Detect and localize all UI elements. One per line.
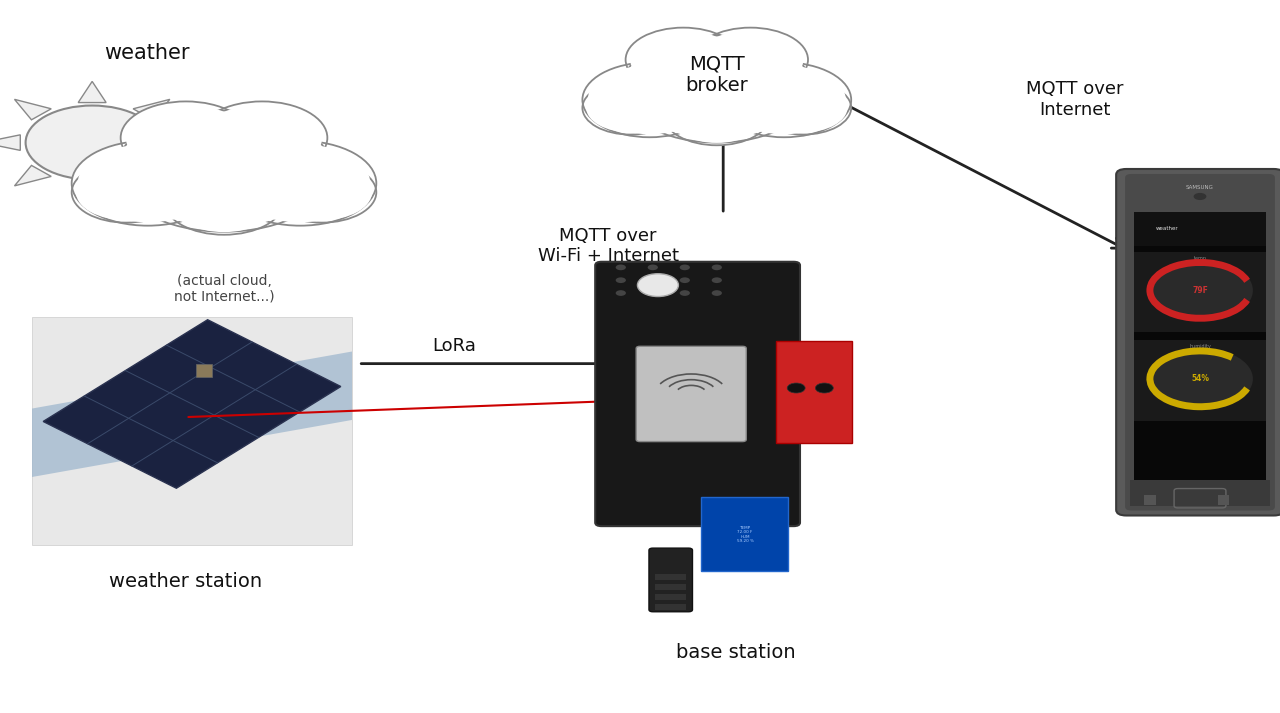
Circle shape (668, 89, 765, 143)
Text: weather: weather (1156, 227, 1179, 232)
Text: LoRa: LoRa (433, 337, 476, 355)
Polygon shape (78, 81, 106, 103)
Circle shape (712, 277, 722, 283)
Circle shape (664, 86, 769, 145)
Circle shape (616, 277, 626, 283)
Circle shape (271, 165, 372, 220)
Bar (1134, 212, 1266, 480)
Circle shape (680, 290, 690, 296)
Bar (655, 604, 686, 610)
Text: humidity: humidity (1189, 344, 1211, 349)
Circle shape (616, 290, 626, 296)
Bar (1217, 495, 1230, 505)
Circle shape (637, 274, 678, 297)
Circle shape (787, 383, 805, 393)
Bar (655, 584, 686, 590)
Circle shape (72, 141, 224, 225)
Circle shape (712, 265, 722, 270)
Bar (32, 317, 352, 545)
Circle shape (680, 277, 690, 283)
Circle shape (224, 141, 376, 225)
FancyBboxPatch shape (636, 347, 746, 441)
Circle shape (717, 63, 851, 138)
Circle shape (648, 290, 658, 296)
Text: TEMP
72.00 F
HUM
59.20 %: TEMP 72.00 F HUM 59.20 % (736, 525, 754, 543)
Circle shape (588, 66, 712, 134)
Circle shape (759, 83, 847, 133)
Bar (1134, 212, 1266, 247)
Polygon shape (44, 319, 340, 488)
FancyBboxPatch shape (649, 548, 692, 612)
Circle shape (815, 383, 833, 393)
Polygon shape (78, 183, 106, 204)
Circle shape (268, 162, 376, 222)
Circle shape (630, 30, 736, 89)
Circle shape (78, 144, 218, 222)
Circle shape (1149, 262, 1251, 318)
Circle shape (698, 30, 804, 89)
Bar (776, 341, 852, 443)
Circle shape (164, 168, 284, 235)
Bar (1134, 340, 1266, 421)
Text: 79F: 79F (1192, 286, 1208, 295)
Circle shape (586, 83, 675, 133)
Circle shape (169, 170, 279, 232)
Circle shape (582, 81, 678, 135)
FancyBboxPatch shape (1116, 169, 1280, 515)
Circle shape (120, 101, 251, 174)
Text: temp: temp (1193, 256, 1207, 261)
Text: 54%: 54% (1190, 374, 1210, 384)
Polygon shape (133, 165, 170, 186)
Polygon shape (164, 135, 202, 150)
Polygon shape (0, 135, 20, 150)
Circle shape (680, 265, 690, 270)
Circle shape (628, 40, 805, 138)
Bar (1130, 481, 1270, 506)
Circle shape (582, 63, 717, 138)
Circle shape (230, 144, 370, 222)
FancyBboxPatch shape (595, 262, 800, 526)
Circle shape (124, 116, 324, 227)
Polygon shape (14, 165, 51, 186)
FancyBboxPatch shape (1125, 174, 1275, 511)
Circle shape (648, 277, 658, 283)
Circle shape (1149, 351, 1251, 406)
Circle shape (621, 36, 813, 143)
Polygon shape (14, 99, 51, 120)
Circle shape (76, 165, 177, 220)
Bar (1134, 252, 1266, 332)
Polygon shape (133, 99, 170, 120)
Circle shape (616, 265, 626, 270)
Text: weather: weather (105, 43, 189, 63)
Circle shape (197, 101, 328, 174)
Text: MQTT over
Internet: MQTT over Internet (1027, 81, 1124, 119)
Bar (197, 364, 212, 376)
Circle shape (125, 104, 246, 171)
FancyBboxPatch shape (701, 498, 788, 572)
Circle shape (202, 104, 323, 171)
Circle shape (755, 81, 851, 135)
Text: (actual cloud,
not Internet...): (actual cloud, not Internet...) (174, 274, 274, 304)
Circle shape (626, 28, 741, 92)
Circle shape (1193, 193, 1207, 200)
Bar (1144, 495, 1156, 505)
Text: SAMSUNG: SAMSUNG (1187, 185, 1213, 190)
Text: weather station: weather station (109, 572, 262, 590)
Text: MQTT over
Wi-Fi + Internet: MQTT over Wi-Fi + Internet (538, 227, 678, 265)
Circle shape (692, 28, 808, 92)
Text: MQTT
broker: MQTT broker (685, 54, 749, 96)
Circle shape (72, 162, 180, 222)
Circle shape (712, 290, 722, 296)
Bar (655, 574, 686, 580)
Circle shape (648, 265, 658, 270)
Polygon shape (32, 352, 352, 477)
Circle shape (26, 106, 159, 180)
Text: base station: base station (676, 643, 796, 662)
Circle shape (115, 111, 333, 232)
Circle shape (722, 66, 846, 134)
Bar (655, 594, 686, 600)
